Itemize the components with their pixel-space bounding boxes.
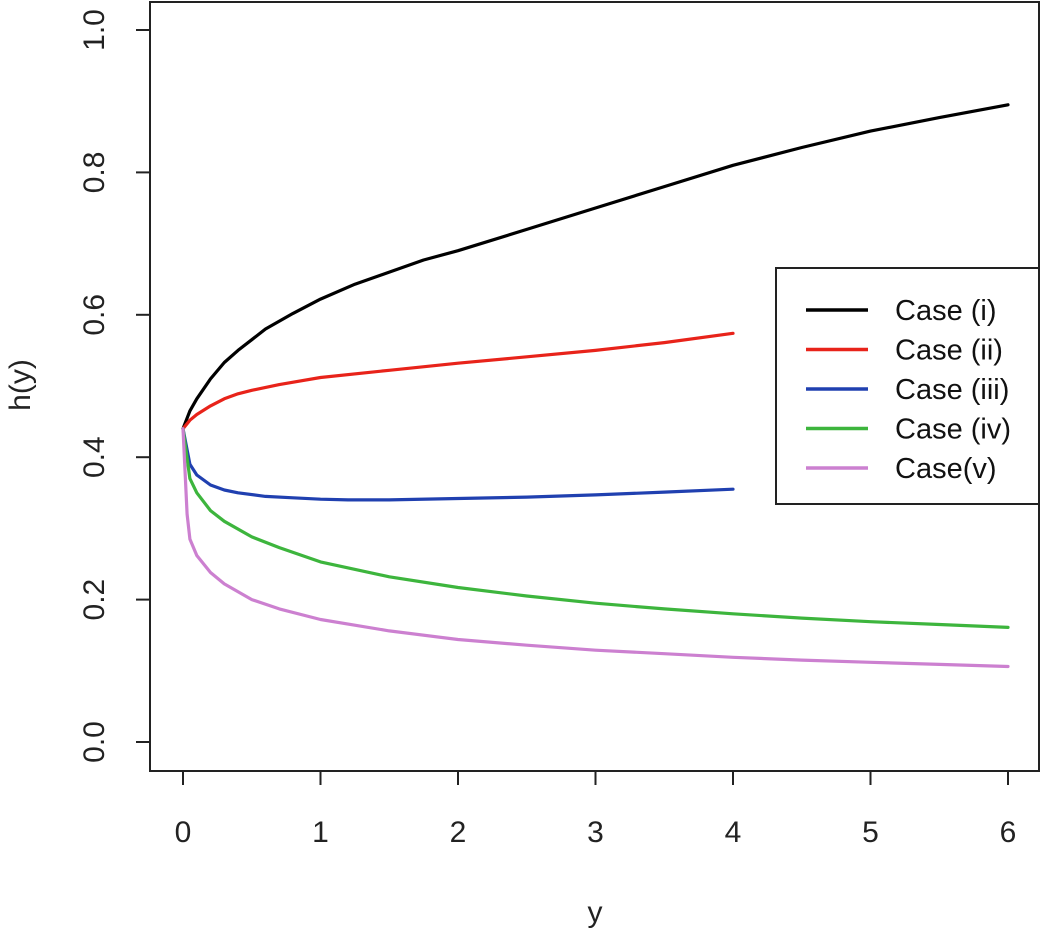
series-line-4	[181, 427, 1010, 630]
series-line-5	[181, 427, 1010, 669]
legend-box	[775, 267, 1040, 505]
x-tick-label: 1	[312, 816, 329, 849]
axes-layer: 0 1 2 3 4 5 6 0.0 0.2 0.4 0.6 0.8 1.0	[78, 9, 1016, 849]
x-tick-label: 4	[725, 816, 742, 849]
y-axis-title: h(y)	[4, 359, 37, 411]
y-tick-label: 0.4	[78, 436, 111, 478]
legend-label: Case (iii)	[895, 374, 1009, 406]
legend-label: Case (iv)	[895, 414, 1011, 446]
legend: Case (i) Case (ii) Case (iii) Case (iv) Case…	[775, 267, 1040, 505]
y-tick-label: 0.2	[78, 579, 111, 621]
series-line-2	[181, 331, 735, 431]
x-tick-label: 3	[587, 816, 604, 849]
legend-label: Case (i)	[895, 295, 997, 327]
x-tick-label: 6	[1000, 816, 1017, 849]
y-tick-label: 0.6	[78, 294, 111, 336]
x-tick-label: 0	[175, 816, 192, 849]
legend-label: Case (ii)	[895, 335, 1003, 367]
series-line-3	[181, 427, 735, 502]
legend-label: Case(v)	[895, 453, 997, 485]
x-tick-label: 2	[450, 816, 467, 849]
y-tick-label: 0.0	[78, 721, 111, 763]
series-line-1	[181, 103, 1010, 431]
x-tick-label: 5	[862, 816, 879, 849]
y-tick-label: 1.0	[78, 9, 111, 51]
x-axis-title: y	[588, 896, 603, 929]
y-tick-label: 0.8	[78, 152, 111, 194]
series-layer	[181, 103, 1010, 669]
